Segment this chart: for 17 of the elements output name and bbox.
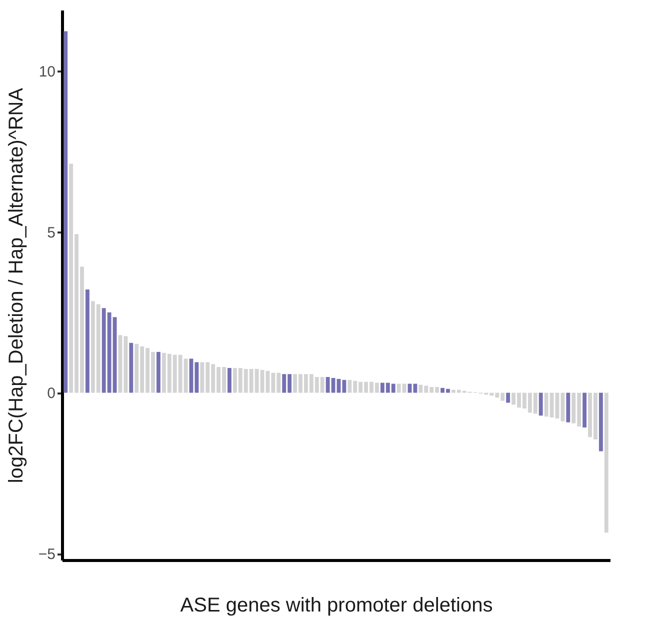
bar	[228, 368, 232, 393]
x-axis-title: ASE genes with promoter deletions	[180, 594, 493, 616]
bar	[566, 392, 570, 422]
bar	[604, 392, 608, 533]
y-tick-label: −5	[38, 546, 56, 564]
bar	[506, 392, 510, 403]
bar	[538, 392, 543, 416]
bar	[85, 290, 90, 393]
bar	[582, 392, 587, 428]
bar	[598, 392, 603, 452]
bar	[64, 31, 68, 393]
bar	[129, 342, 134, 393]
y-tick-label: 5	[47, 224, 56, 242]
y-tick-label: 0	[47, 385, 56, 402]
bar	[156, 352, 160, 393]
y-tick-label: 10	[38, 64, 56, 81]
y-axis-title: log2FC(Hap_Deletion / Hap_Alternate)^RNA	[5, 87, 28, 484]
